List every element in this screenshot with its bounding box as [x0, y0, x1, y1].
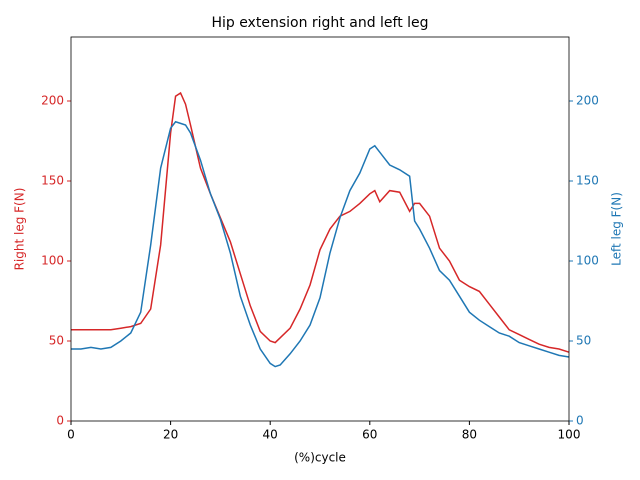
y-tick-label: 50: [49, 334, 64, 348]
y-axis-label: Right leg F(N): [13, 188, 27, 271]
x-tick-label: 100: [558, 428, 581, 442]
y-tick-label: 100: [41, 254, 64, 268]
y2-tick-label: 200: [576, 94, 599, 108]
y2-tick-label: 50: [576, 334, 591, 348]
x-tick-label: 0: [67, 428, 75, 442]
y2-tick-label: 100: [576, 254, 599, 268]
x-tick-label: 20: [163, 428, 178, 442]
y2-axis-label: Left leg F(N): [610, 192, 624, 266]
y2-tick-label: 150: [576, 174, 599, 188]
y2-tick-label: 0: [576, 414, 584, 428]
x-tick-label: 80: [462, 428, 477, 442]
plot-frame: [70, 36, 570, 422]
y-tick-label: 150: [41, 174, 64, 188]
y-tick-label: 200: [41, 94, 64, 108]
data-line: [71, 91, 570, 353]
data-line: [71, 120, 570, 368]
x-tick-label: 40: [263, 428, 278, 442]
y-tick-label: 0: [56, 414, 64, 428]
chart-title: Hip extension right and left leg: [211, 15, 428, 31]
x-axis-label: (%)cycle: [294, 451, 346, 465]
x-tick-label: 60: [362, 428, 377, 442]
